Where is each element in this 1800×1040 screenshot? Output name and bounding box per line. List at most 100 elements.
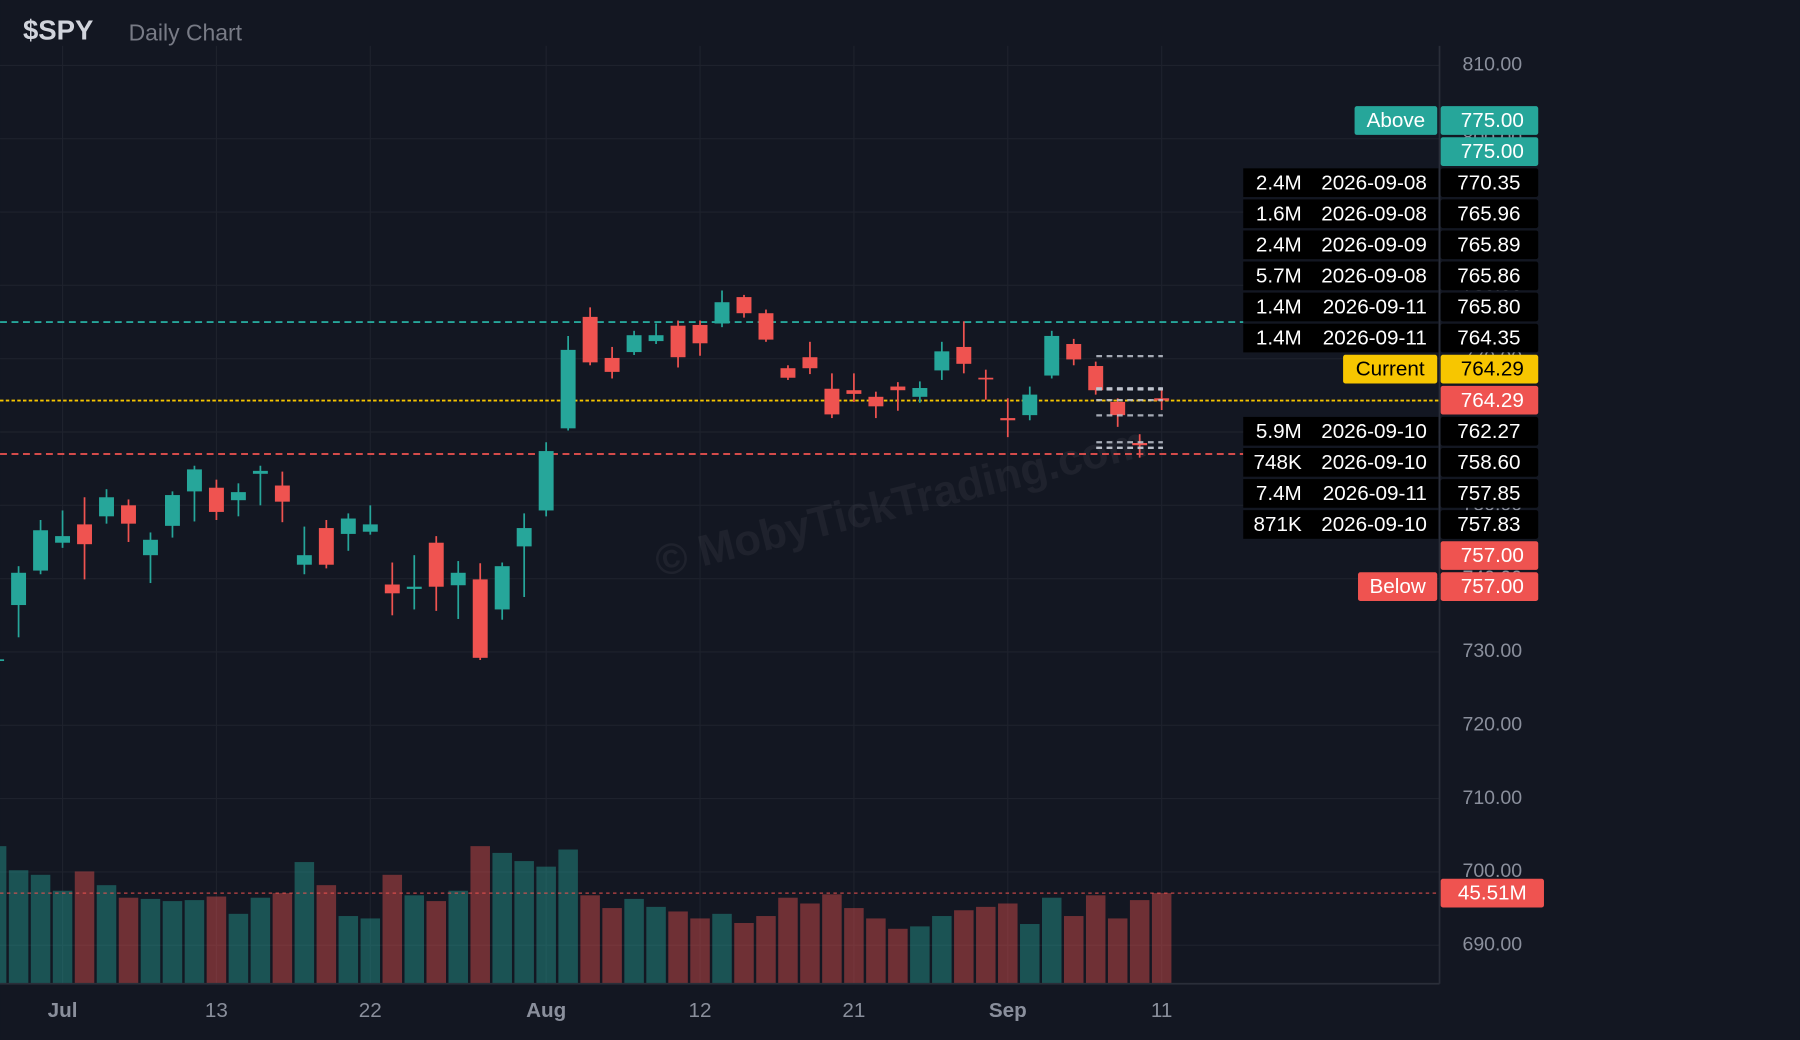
candle-body bbox=[99, 497, 114, 517]
below-label-box bbox=[1358, 572, 1438, 601]
below-axis-price: 757.00 bbox=[1461, 544, 1524, 567]
candle-body bbox=[143, 539, 158, 556]
candle-body bbox=[560, 349, 576, 429]
candle-body bbox=[428, 542, 444, 587]
order-price-box bbox=[1440, 510, 1539, 539]
order-date: 2026-09-08 bbox=[1321, 264, 1427, 287]
current-label: Current bbox=[1356, 358, 1425, 381]
order-price-box bbox=[1440, 447, 1539, 477]
candle-body bbox=[1088, 366, 1104, 391]
candle-body bbox=[1066, 344, 1082, 360]
volume-bar bbox=[206, 896, 227, 984]
candle-body bbox=[274, 485, 290, 502]
below-price-box bbox=[1440, 572, 1539, 601]
order-row-box bbox=[1243, 447, 1439, 477]
order-row-box bbox=[1243, 199, 1439, 229]
candle-body bbox=[1000, 418, 1016, 421]
candle-body bbox=[648, 335, 664, 342]
volume-bar bbox=[294, 862, 315, 984]
candle-body bbox=[736, 297, 752, 314]
above-label-box bbox=[1354, 106, 1438, 135]
order-date: 2026-09-11 bbox=[1323, 296, 1427, 319]
volume-bar bbox=[646, 906, 666, 984]
volume-bar bbox=[118, 897, 139, 984]
x-tick-label: 21 bbox=[842, 999, 865, 1022]
candle-body bbox=[0, 659, 5, 662]
volume-bar bbox=[52, 890, 73, 984]
volume-bar bbox=[1041, 897, 1062, 984]
candle-body bbox=[912, 388, 928, 397]
candle-body bbox=[978, 377, 994, 380]
volume-bar bbox=[888, 928, 908, 984]
volume-bar bbox=[1107, 918, 1128, 984]
current-label-box bbox=[1343, 354, 1438, 384]
order-size: 2.4M bbox=[1256, 233, 1302, 256]
candle-body bbox=[252, 470, 268, 474]
candle-body bbox=[1132, 443, 1148, 446]
volume-label: 45.51M bbox=[1458, 882, 1527, 905]
volume-bar bbox=[96, 885, 117, 984]
candle-body bbox=[604, 357, 620, 372]
order-date: 2026-09-11 bbox=[1323, 482, 1427, 505]
volume-bar bbox=[1129, 900, 1150, 984]
volume-bar bbox=[360, 918, 381, 984]
candle-body bbox=[670, 325, 686, 358]
order-size: 7.4M bbox=[1256, 482, 1302, 505]
order-row-box bbox=[1243, 479, 1439, 508]
volume-bar bbox=[536, 866, 556, 984]
volume-bar bbox=[382, 874, 403, 984]
candle-body bbox=[758, 313, 774, 340]
y-tick-label: 700.00 bbox=[1462, 860, 1522, 882]
below-label: Below bbox=[1369, 575, 1425, 598]
volume-bar bbox=[690, 918, 710, 984]
volume-bar bbox=[624, 898, 644, 984]
order-price: 765.86 bbox=[1457, 264, 1520, 287]
volume-bar bbox=[74, 871, 95, 984]
volume-bar bbox=[1063, 916, 1084, 984]
order-price-box bbox=[1440, 479, 1539, 508]
order-row-box bbox=[1243, 168, 1439, 198]
current-axis-price: 764.29 bbox=[1461, 389, 1524, 412]
candle-body bbox=[11, 572, 27, 606]
candle-body bbox=[77, 524, 92, 545]
volume-bar bbox=[558, 849, 578, 984]
order-date: 2026-09-08 bbox=[1321, 202, 1427, 225]
current-price: 764.29 bbox=[1461, 358, 1524, 381]
candle-body bbox=[472, 579, 488, 658]
order-date: 2026-09-10 bbox=[1321, 513, 1427, 536]
candle-body bbox=[494, 566, 510, 610]
candle-body bbox=[318, 528, 334, 565]
x-tick-label: Aug bbox=[526, 999, 566, 1022]
candle-body bbox=[384, 584, 400, 594]
order-price-box bbox=[1440, 230, 1539, 260]
candle-body bbox=[450, 572, 466, 586]
order-size: 1.4M bbox=[1256, 327, 1302, 350]
candle-body bbox=[296, 555, 312, 565]
y-tick-label: 810.00 bbox=[1462, 54, 1522, 76]
volume-bar bbox=[514, 861, 534, 984]
volume-bar bbox=[1020, 924, 1040, 984]
volume-bar bbox=[316, 885, 337, 984]
volume-bar bbox=[822, 894, 842, 984]
volume-bar bbox=[404, 895, 425, 984]
x-tick-label: 11 bbox=[1151, 999, 1172, 1022]
candle-body bbox=[890, 386, 906, 391]
order-price: 765.80 bbox=[1457, 296, 1520, 319]
order-price: 765.96 bbox=[1457, 202, 1520, 225]
order-size: 5.9M bbox=[1256, 420, 1302, 443]
volume-bar bbox=[184, 900, 205, 984]
volume-bar bbox=[228, 913, 249, 984]
volume-bar bbox=[1151, 893, 1172, 984]
order-date: 2026-09-08 bbox=[1321, 171, 1427, 194]
candle-body bbox=[868, 396, 884, 407]
volume-bar bbox=[426, 901, 447, 984]
candle-body bbox=[406, 586, 422, 589]
volume-bar bbox=[580, 895, 600, 984]
volume-bar bbox=[0, 846, 7, 984]
chart-title: $SPY bbox=[23, 14, 93, 45]
volume-bar bbox=[470, 846, 490, 984]
x-tick-label: 13 bbox=[205, 999, 228, 1022]
order-price: 757.85 bbox=[1457, 482, 1520, 505]
order-row-box bbox=[1243, 292, 1439, 322]
